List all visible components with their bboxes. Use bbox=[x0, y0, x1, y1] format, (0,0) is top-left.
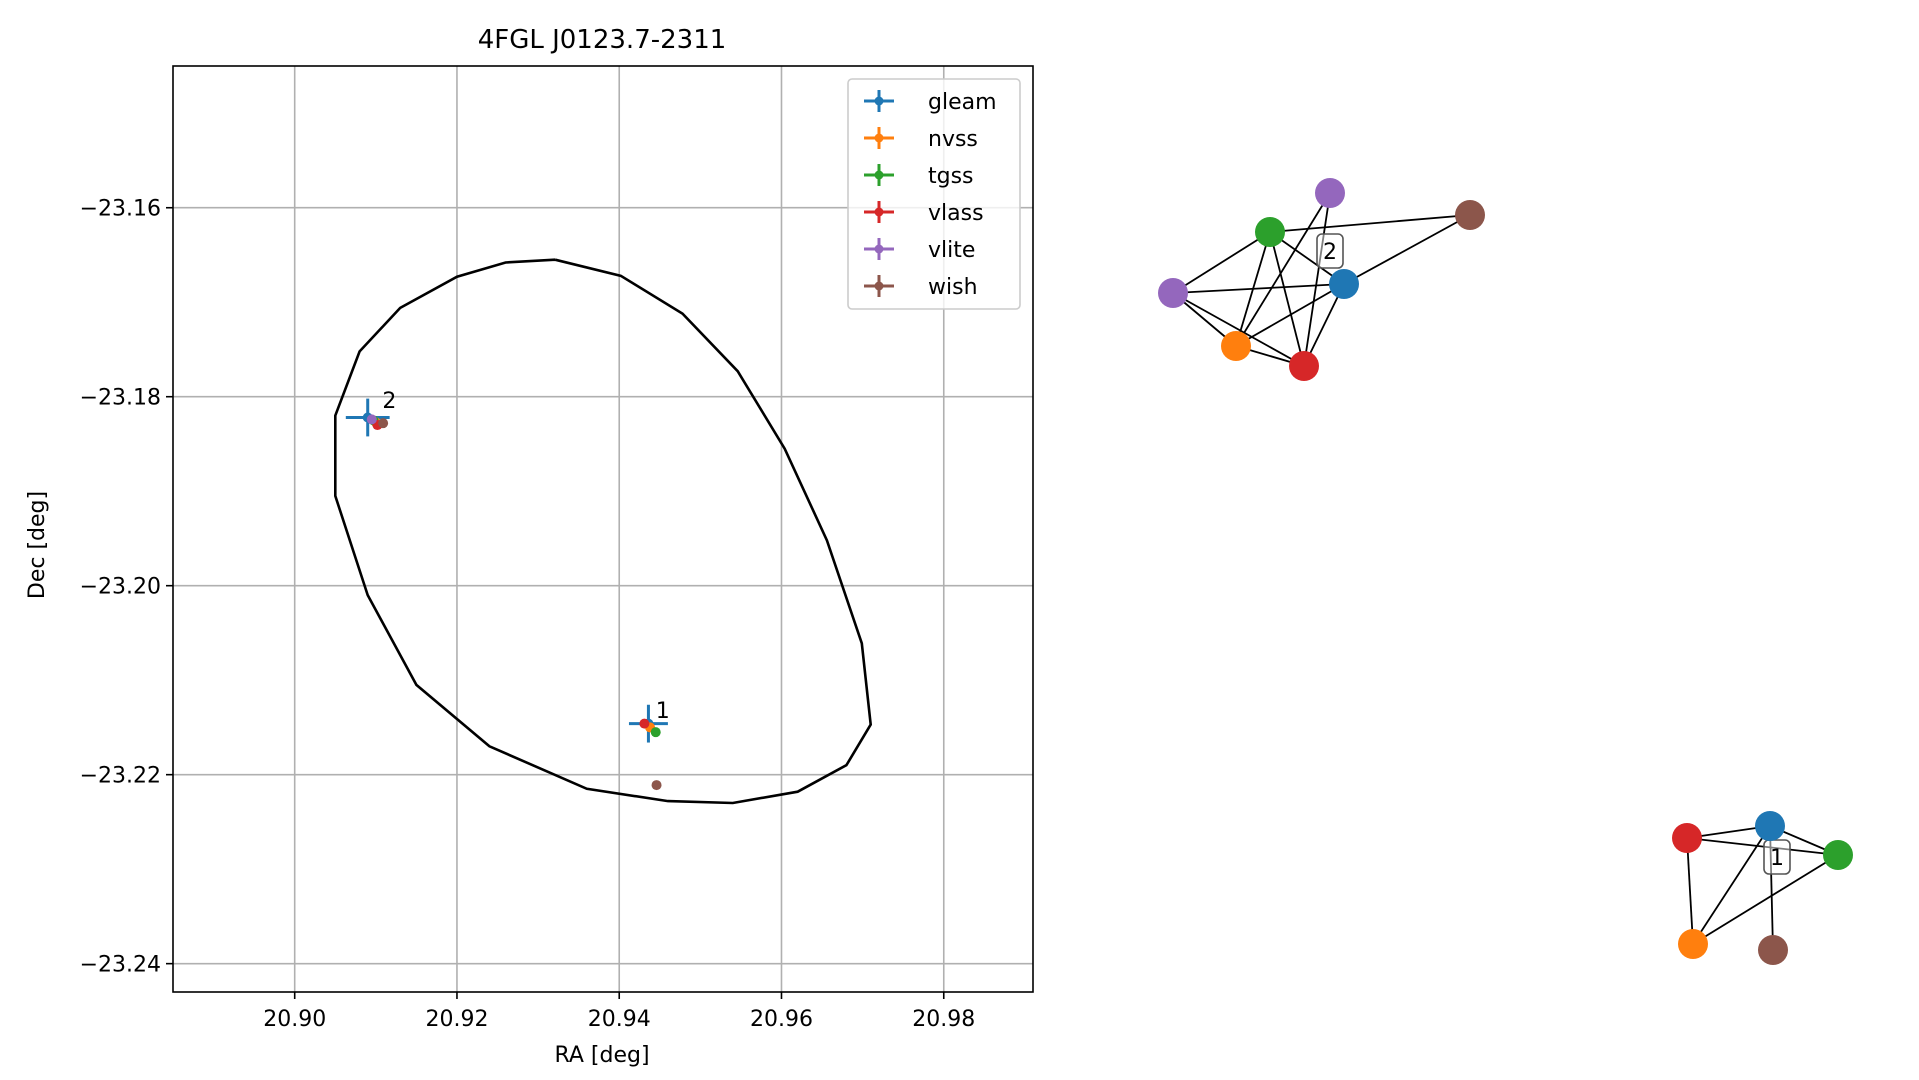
graph-node-vlass bbox=[1672, 823, 1702, 853]
legend-label: vlass bbox=[928, 201, 984, 226]
y-tick-label: −23.22 bbox=[80, 764, 161, 789]
graph-node-tgss bbox=[1255, 217, 1285, 247]
graph-label-box bbox=[1316, 233, 1344, 269]
graph-label: 2 bbox=[1323, 240, 1337, 265]
graph-edge bbox=[1235, 192, 1331, 347]
graph-edge bbox=[1235, 283, 1345, 347]
vlass-point bbox=[639, 718, 650, 729]
graph-edge bbox=[1172, 231, 1271, 294]
sky-position-plot: 4FGL J0123.7-2311 21 20.90 20.92 20.94 20.9… bbox=[25, 25, 1034, 1068]
graph-edge bbox=[1692, 854, 1839, 945]
graph-edge bbox=[1303, 192, 1331, 367]
x-tick-label: 20.90 bbox=[263, 1007, 326, 1032]
y-axis-label: Dec [deg] bbox=[25, 491, 50, 599]
legend-label: vlite bbox=[928, 238, 975, 263]
legend: gleam nvss tgss vlass vlite wish bbox=[847, 78, 1021, 310]
legend-entry: vlass bbox=[864, 201, 984, 226]
graph-edge bbox=[1686, 837, 1839, 856]
point-marker bbox=[378, 418, 389, 429]
graph-node-tgss bbox=[1823, 840, 1853, 870]
graph-node-vlass bbox=[1289, 351, 1319, 381]
association-graph-2: 2 bbox=[1158, 178, 1485, 381]
graph-node-nvss bbox=[1678, 929, 1708, 959]
plot-frame bbox=[172, 65, 1034, 993]
legend-entry: gleam bbox=[864, 90, 997, 115]
point-marker bbox=[651, 780, 662, 791]
plot-title: 4FGL J0123.7-2311 bbox=[478, 25, 727, 55]
graph-edge bbox=[1686, 837, 1694, 945]
group-label: 2 bbox=[382, 389, 396, 414]
graph-label-box bbox=[1763, 839, 1791, 875]
group-label: 1 bbox=[656, 699, 670, 724]
graph-edge bbox=[1269, 214, 1471, 233]
tgss-point bbox=[650, 727, 661, 738]
graph-edge bbox=[1172, 292, 1305, 367]
legend-entry: tgss bbox=[864, 164, 974, 189]
group-annotations: 21 bbox=[382, 389, 669, 724]
graph-node-wish bbox=[1758, 935, 1788, 965]
localization-ellipse bbox=[333, 258, 873, 805]
legend-label: nvss bbox=[928, 127, 978, 152]
legend-entry: wish bbox=[864, 275, 978, 300]
y-tick-label: −23.24 bbox=[80, 953, 161, 978]
graph-edge bbox=[1269, 231, 1345, 285]
wish-point bbox=[378, 418, 389, 429]
x-tick-label: 20.92 bbox=[425, 1007, 488, 1032]
legend-marker-dot bbox=[874, 170, 884, 180]
legend-marker-dot bbox=[874, 96, 884, 106]
y-tick-label: −23.18 bbox=[80, 386, 161, 411]
graph-node-gleam bbox=[1329, 269, 1359, 299]
graph-node-gleam bbox=[1755, 811, 1785, 841]
graph-node-wish bbox=[1455, 200, 1485, 230]
legend-label: wish bbox=[928, 275, 978, 300]
legend-marker-dot bbox=[874, 207, 884, 217]
graph-edge bbox=[1692, 825, 1771, 945]
ellipse-outline bbox=[333, 258, 873, 805]
legend-marker-dot bbox=[874, 133, 884, 143]
x-tick-label: 20.98 bbox=[912, 1007, 975, 1032]
graph-label: 1 bbox=[1770, 846, 1784, 871]
point-marker bbox=[366, 414, 377, 425]
association-graph-1: 1 bbox=[1672, 811, 1853, 965]
point-marker bbox=[650, 727, 661, 738]
y-tick-label: −23.16 bbox=[80, 197, 161, 222]
axis-ticks: 20.90 20.92 20.94 20.96 20.98 −23.16 −23.18 −23… bbox=[80, 197, 976, 1032]
graph-node-nvss bbox=[1221, 331, 1251, 361]
legend-entry: vlite bbox=[864, 238, 975, 263]
graph-edge bbox=[1343, 214, 1471, 285]
graph-edge bbox=[1303, 283, 1345, 367]
legend-marker-dot bbox=[874, 281, 884, 291]
legend-label: tgss bbox=[928, 164, 974, 189]
vlite-point bbox=[366, 414, 377, 425]
association-graphs: 21 bbox=[1158, 178, 1853, 965]
x-tick-label: 20.94 bbox=[588, 1007, 651, 1032]
y-tick-label: −23.20 bbox=[80, 575, 161, 600]
legend-marker-dot bbox=[874, 244, 884, 254]
graph-node-vlite bbox=[1315, 178, 1345, 208]
graph-edge bbox=[1269, 231, 1305, 367]
x-axis-label: RA [deg] bbox=[554, 1043, 649, 1068]
catalog-points bbox=[345, 398, 668, 791]
point-marker bbox=[639, 718, 650, 729]
wish-point bbox=[651, 780, 662, 791]
legend-entry: nvss bbox=[864, 127, 978, 152]
graph-node-vlite bbox=[1158, 278, 1188, 308]
x-tick-label: 20.96 bbox=[750, 1007, 813, 1032]
legend-label: gleam bbox=[928, 90, 997, 115]
